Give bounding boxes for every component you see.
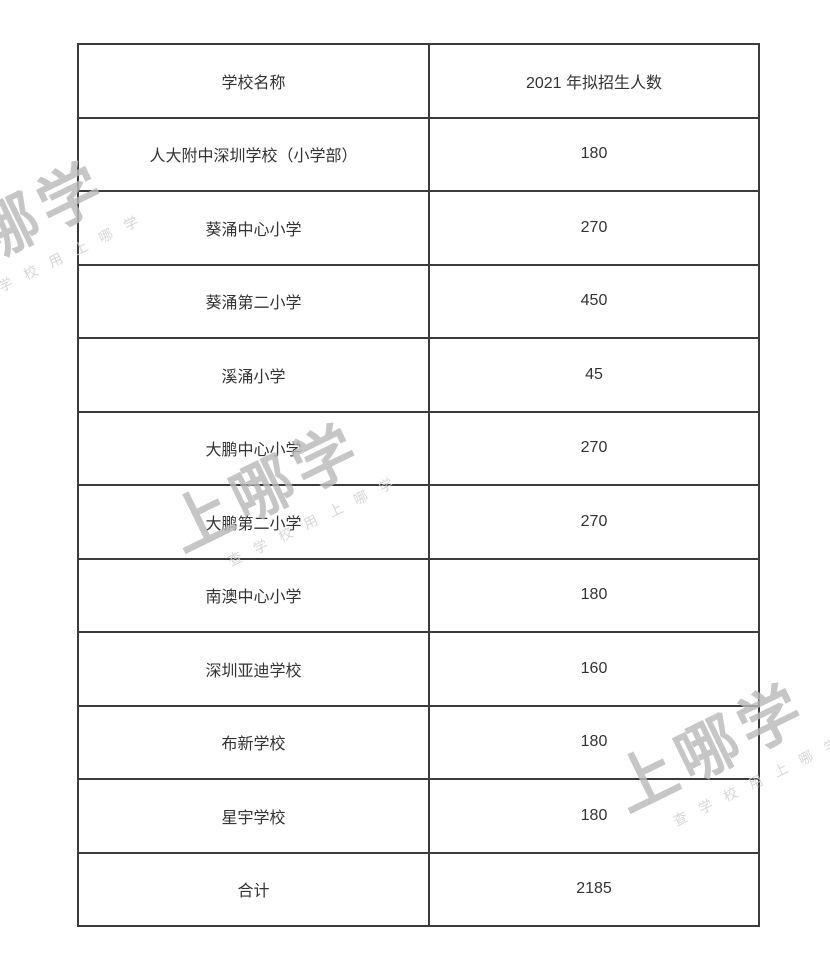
enrollment-cell: 450 — [428, 263, 760, 339]
table-header-row: 学校名称 2021 年拟招生人数 — [77, 43, 760, 119]
table-row: 深圳亚迪学校 160 — [77, 631, 760, 707]
enrollment-cell: 180 — [428, 116, 760, 192]
table-row: 大鹏第二小学 270 — [77, 484, 760, 560]
enrollment-cell: 45 — [428, 337, 760, 413]
table-row: 星宇学校 180 — [77, 778, 760, 854]
school-name-cell: 深圳亚迪学校 — [77, 631, 430, 707]
school-name-cell: 人大附中深圳学校（小学部） — [77, 116, 430, 192]
enrollment-cell: 270 — [428, 190, 760, 266]
enrollment-cell: 180 — [428, 557, 760, 633]
header-enrollment-2021: 2021 年拟招生人数 — [428, 43, 760, 119]
table-row: 大鹏中心小学 270 — [77, 410, 760, 486]
school-name-cell: 葵涌中心小学 — [77, 190, 430, 266]
table-row: 葵涌第二小学 450 — [77, 263, 760, 339]
school-name-cell: 南澳中心小学 — [77, 557, 430, 633]
school-name-cell: 布新学校 — [77, 704, 430, 780]
table-row: 布新学校 180 — [77, 704, 760, 780]
total-label-cell: 合计 — [77, 851, 430, 927]
enrollment-cell: 180 — [428, 704, 760, 780]
school-name-cell: 大鹏中心小学 — [77, 410, 430, 486]
school-name-cell: 星宇学校 — [77, 778, 430, 854]
table-row: 人大附中深圳学校（小学部） 180 — [77, 116, 760, 192]
enrollment-cell: 270 — [428, 484, 760, 560]
table-row: 葵涌中心小学 270 — [77, 190, 760, 266]
school-name-cell: 葵涌第二小学 — [77, 263, 430, 339]
total-enrollment-cell: 2185 — [428, 851, 760, 927]
table-row: 溪涌小学 45 — [77, 337, 760, 413]
enrollment-cell: 160 — [428, 631, 760, 707]
table-row-total: 合计 2185 — [77, 851, 760, 927]
school-name-cell: 溪涌小学 — [77, 337, 430, 413]
school-name-cell: 大鹏第二小学 — [77, 484, 430, 560]
enrollment-cell: 180 — [428, 778, 760, 854]
enrollment-cell: 270 — [428, 410, 760, 486]
header-school-name: 学校名称 — [77, 43, 430, 119]
enrollment-table: 学校名称 2021 年拟招生人数 人大附中深圳学校（小学部） 180 葵涌中心小… — [77, 43, 760, 927]
table-row: 南澳中心小学 180 — [77, 557, 760, 633]
